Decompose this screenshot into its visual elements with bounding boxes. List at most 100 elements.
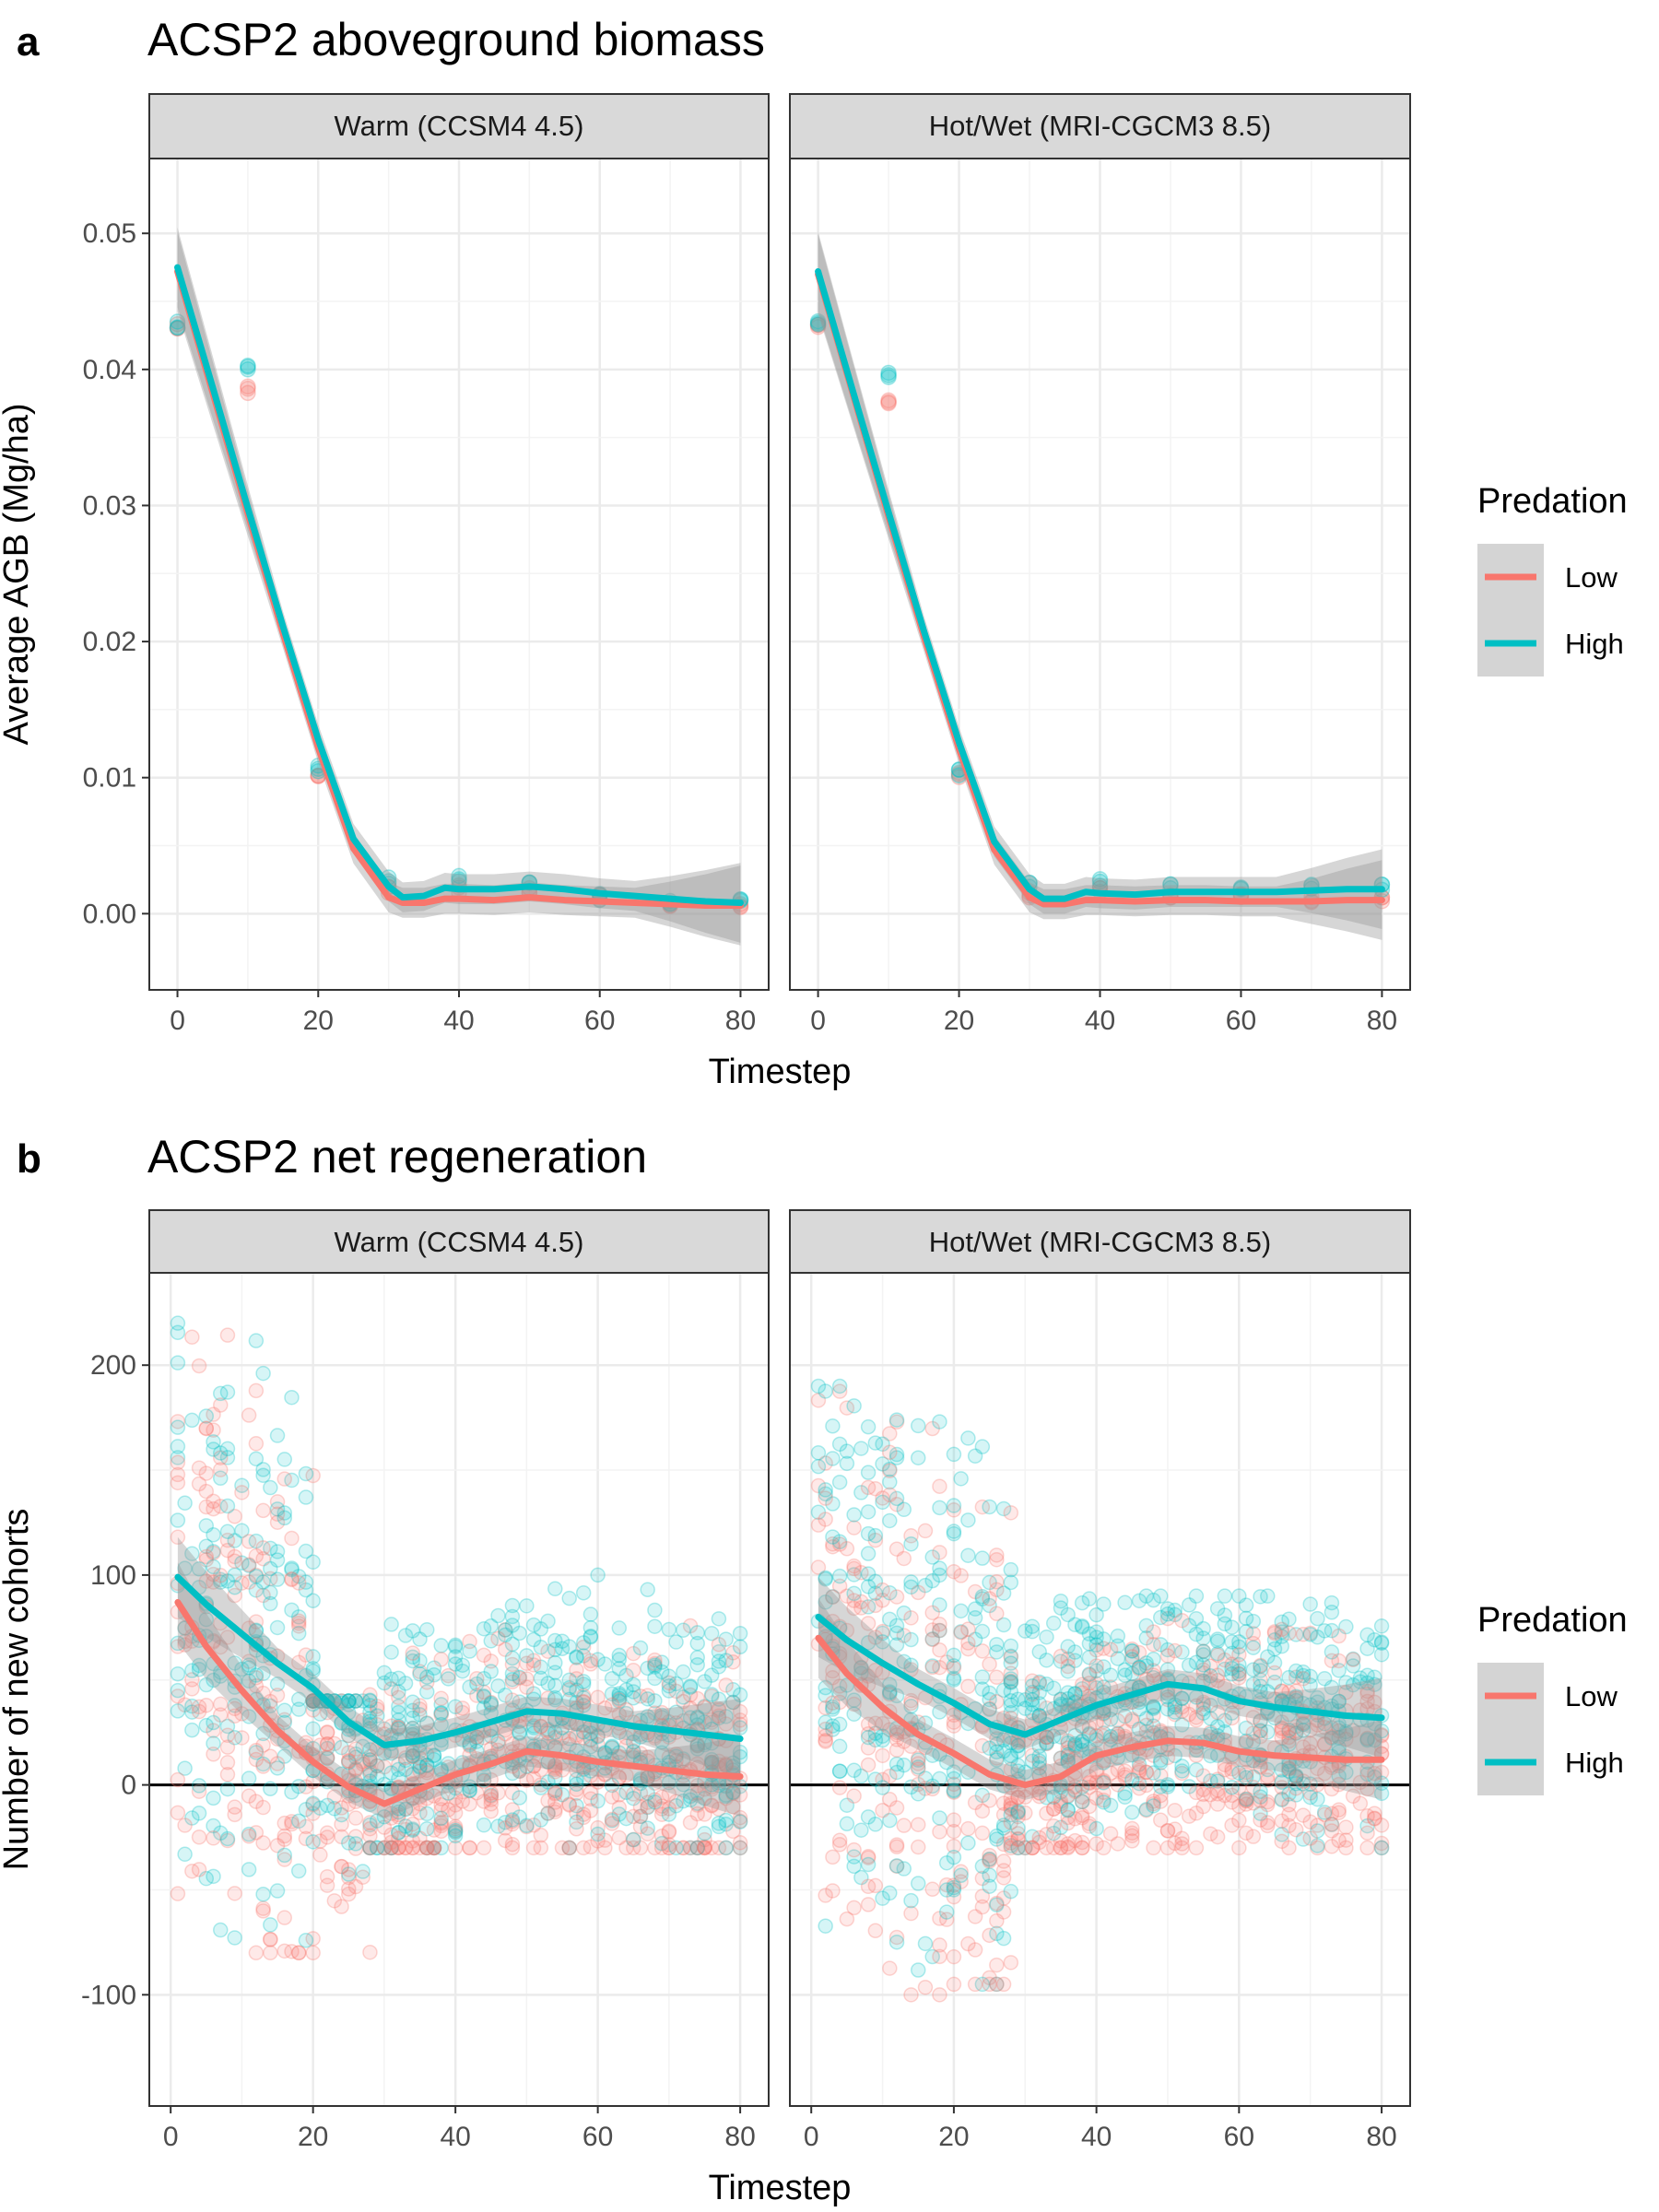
- data-point-high: [269, 1760, 286, 1776]
- data-point-high: [569, 1682, 584, 1698]
- data-point-low: [326, 1735, 343, 1752]
- data-point-low: [569, 1727, 584, 1743]
- data-point-high: [604, 1686, 620, 1702]
- data-point-high: [640, 1582, 655, 1598]
- data-point-low: [184, 1681, 200, 1697]
- data-point-low: [604, 1816, 620, 1831]
- data-point-high: [512, 1763, 527, 1779]
- data-point-high: [582, 1628, 599, 1644]
- data-point-high: [198, 1870, 215, 1887]
- data-point-high: [995, 1930, 1012, 1947]
- data-point-high: [860, 1546, 877, 1561]
- data-point-high: [298, 1582, 314, 1598]
- data-point-low: [932, 1641, 947, 1658]
- data-point-low: [347, 1741, 364, 1757]
- data-point-low: [269, 1506, 286, 1523]
- data-point-low: [547, 1784, 563, 1801]
- data-point-low: [241, 1829, 257, 1844]
- data-point-low: [362, 1751, 378, 1768]
- data-point-high: [362, 1713, 378, 1729]
- data-point-high: [362, 1817, 378, 1833]
- data-point-low: [341, 1796, 357, 1812]
- data-point-low: [347, 1693, 364, 1709]
- data-point-high: [248, 1333, 265, 1348]
- data-point-high: [362, 1773, 378, 1789]
- data-point-low: [888, 1800, 905, 1816]
- data-point-high: [248, 1622, 265, 1638]
- data-point-high: [1096, 1631, 1112, 1647]
- facet-strip: [148, 93, 770, 159]
- data-point-low: [462, 1633, 477, 1650]
- data-point-low: [263, 1571, 278, 1587]
- data-point-low: [198, 1548, 215, 1565]
- data-point-low: [1146, 1636, 1161, 1653]
- data-point-low: [960, 1621, 976, 1637]
- data-point-high: [447, 1649, 464, 1665]
- data-point-low: [298, 1830, 314, 1847]
- data-point-low: [248, 1547, 265, 1564]
- data-point-low: [932, 1987, 947, 2003]
- x-tick-label: 0: [804, 2122, 819, 2152]
- data-point-low: [219, 1532, 236, 1548]
- data-point-low: [198, 1465, 215, 1481]
- data-point-low: [1159, 1822, 1176, 1839]
- data-point-high: [810, 1445, 827, 1461]
- data-point-high: [1018, 1692, 1033, 1708]
- data-point-high: [276, 1702, 293, 1718]
- data-point-high: [1217, 1588, 1233, 1604]
- data-point-high: [412, 1631, 428, 1647]
- data-point-high: [454, 1657, 471, 1673]
- y-axis-title: Average AGB (Mg/ha): [0, 403, 36, 745]
- data-point-high: [206, 1544, 221, 1559]
- data-point-low: [305, 1806, 321, 1821]
- data-point-low: [441, 1802, 456, 1818]
- data-point-high: [846, 1507, 862, 1523]
- data-point-high: [932, 1567, 947, 1583]
- data-point-low: [305, 1693, 321, 1709]
- data-point-high: [341, 1693, 357, 1709]
- data-point-low: [974, 1825, 991, 1841]
- data-point-high: [533, 1640, 549, 1655]
- legend-label: High: [1565, 628, 1624, 660]
- data-point-low: [625, 1662, 641, 1678]
- data-point-low: [697, 1840, 712, 1856]
- data-point-high: [825, 1699, 841, 1715]
- data-point-high: [227, 1930, 242, 1946]
- data-point-low: [305, 1693, 321, 1709]
- data-point-high: [248, 1745, 265, 1760]
- data-point-high: [391, 1825, 406, 1841]
- data-point-high: [1117, 1594, 1133, 1611]
- data-point-low: [932, 1545, 947, 1560]
- data-point-high: [391, 1718, 406, 1735]
- chart-panel-b: b ACSP2 net regeneration Warm (CCSM4 4.5) 0…: [0, 1131, 1628, 2207]
- data-point-low: [625, 1831, 641, 1848]
- data-point-low: [290, 1654, 307, 1670]
- data-point-high: [1117, 1789, 1133, 1805]
- data-point-low: [362, 1762, 378, 1779]
- data-point-high: [206, 1818, 221, 1834]
- data-point-low: [206, 1422, 221, 1438]
- data-point-high: [960, 1430, 976, 1446]
- data-point-high: [967, 1601, 983, 1617]
- data-point-high: [276, 1452, 293, 1467]
- data-point-low: [284, 1816, 300, 1832]
- data-point-low: [198, 1552, 215, 1568]
- data-point-high: [525, 1631, 542, 1648]
- data-point-high: [590, 1567, 606, 1583]
- data-point-low: [341, 1886, 357, 1902]
- data-point-high: [1260, 1588, 1276, 1604]
- data-point-high: [1316, 1670, 1333, 1687]
- data-point-low: [825, 1883, 841, 1899]
- data-point-high: [240, 357, 256, 374]
- data-point-high: [547, 1654, 563, 1671]
- data-point-high: [1302, 1596, 1318, 1612]
- data-point-high: [1209, 1601, 1226, 1617]
- data-point-low: [839, 1911, 855, 1927]
- data-point-high: [533, 1780, 549, 1795]
- data-point-high: [298, 1543, 314, 1559]
- data-point-high: [447, 1639, 464, 1654]
- data-point-high: [1053, 1600, 1069, 1616]
- data-point-low: [967, 1794, 983, 1811]
- data-point-high: [212, 1922, 229, 1938]
- data-point-low: [319, 1724, 335, 1740]
